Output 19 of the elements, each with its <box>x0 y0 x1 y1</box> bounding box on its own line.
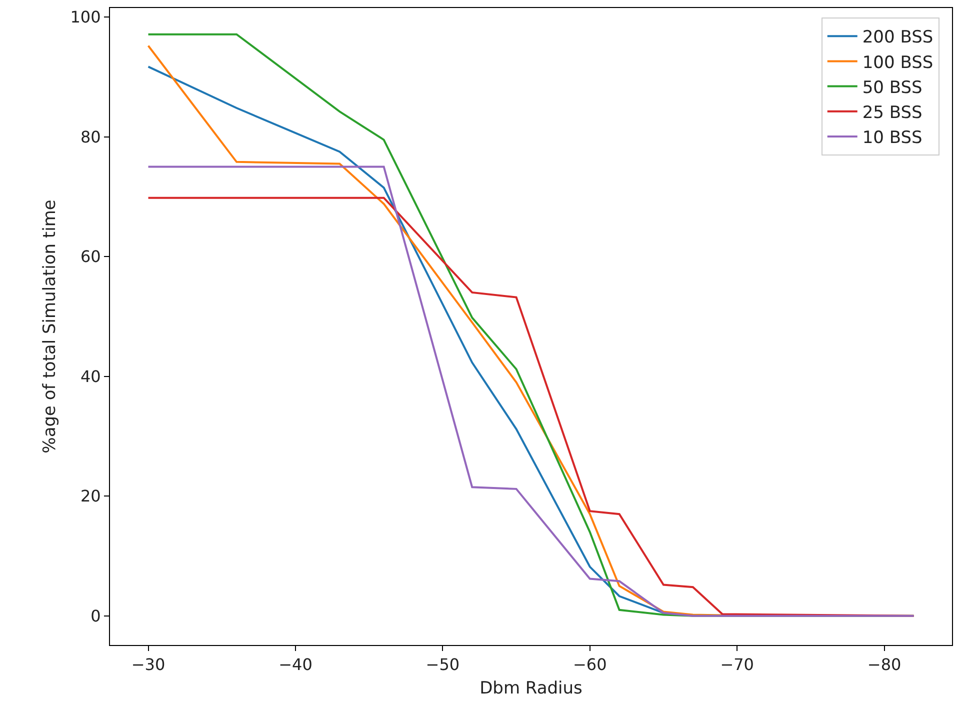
x-tick-label: −60 <box>572 655 607 674</box>
y-tick-label: 100 <box>70 8 101 27</box>
x-tick-label: −30 <box>131 655 166 674</box>
legend-label: 50 BSS <box>862 78 922 98</box>
x-tick-label: −80 <box>867 655 902 674</box>
y-tick-label: 0 <box>90 606 101 626</box>
y-tick-label: 80 <box>80 127 101 146</box>
x-axis-title: Dbm Radius <box>480 678 583 699</box>
y-tick-label: 40 <box>80 366 101 386</box>
x-tick-label: −40 <box>278 655 312 674</box>
legend-label: 100 BSS <box>862 52 934 73</box>
legend-label: 10 BSS <box>862 128 922 148</box>
x-tick-label: −50 <box>426 655 460 674</box>
y-axis-title: %age of total Simulation time <box>40 200 60 454</box>
y-tick-label: 20 <box>80 486 101 506</box>
y-tick-label: 60 <box>80 247 101 266</box>
legend-label: 25 BSS <box>862 103 922 124</box>
x-tick-label: −70 <box>720 655 754 674</box>
legend-label: 200 BSS <box>862 28 934 48</box>
